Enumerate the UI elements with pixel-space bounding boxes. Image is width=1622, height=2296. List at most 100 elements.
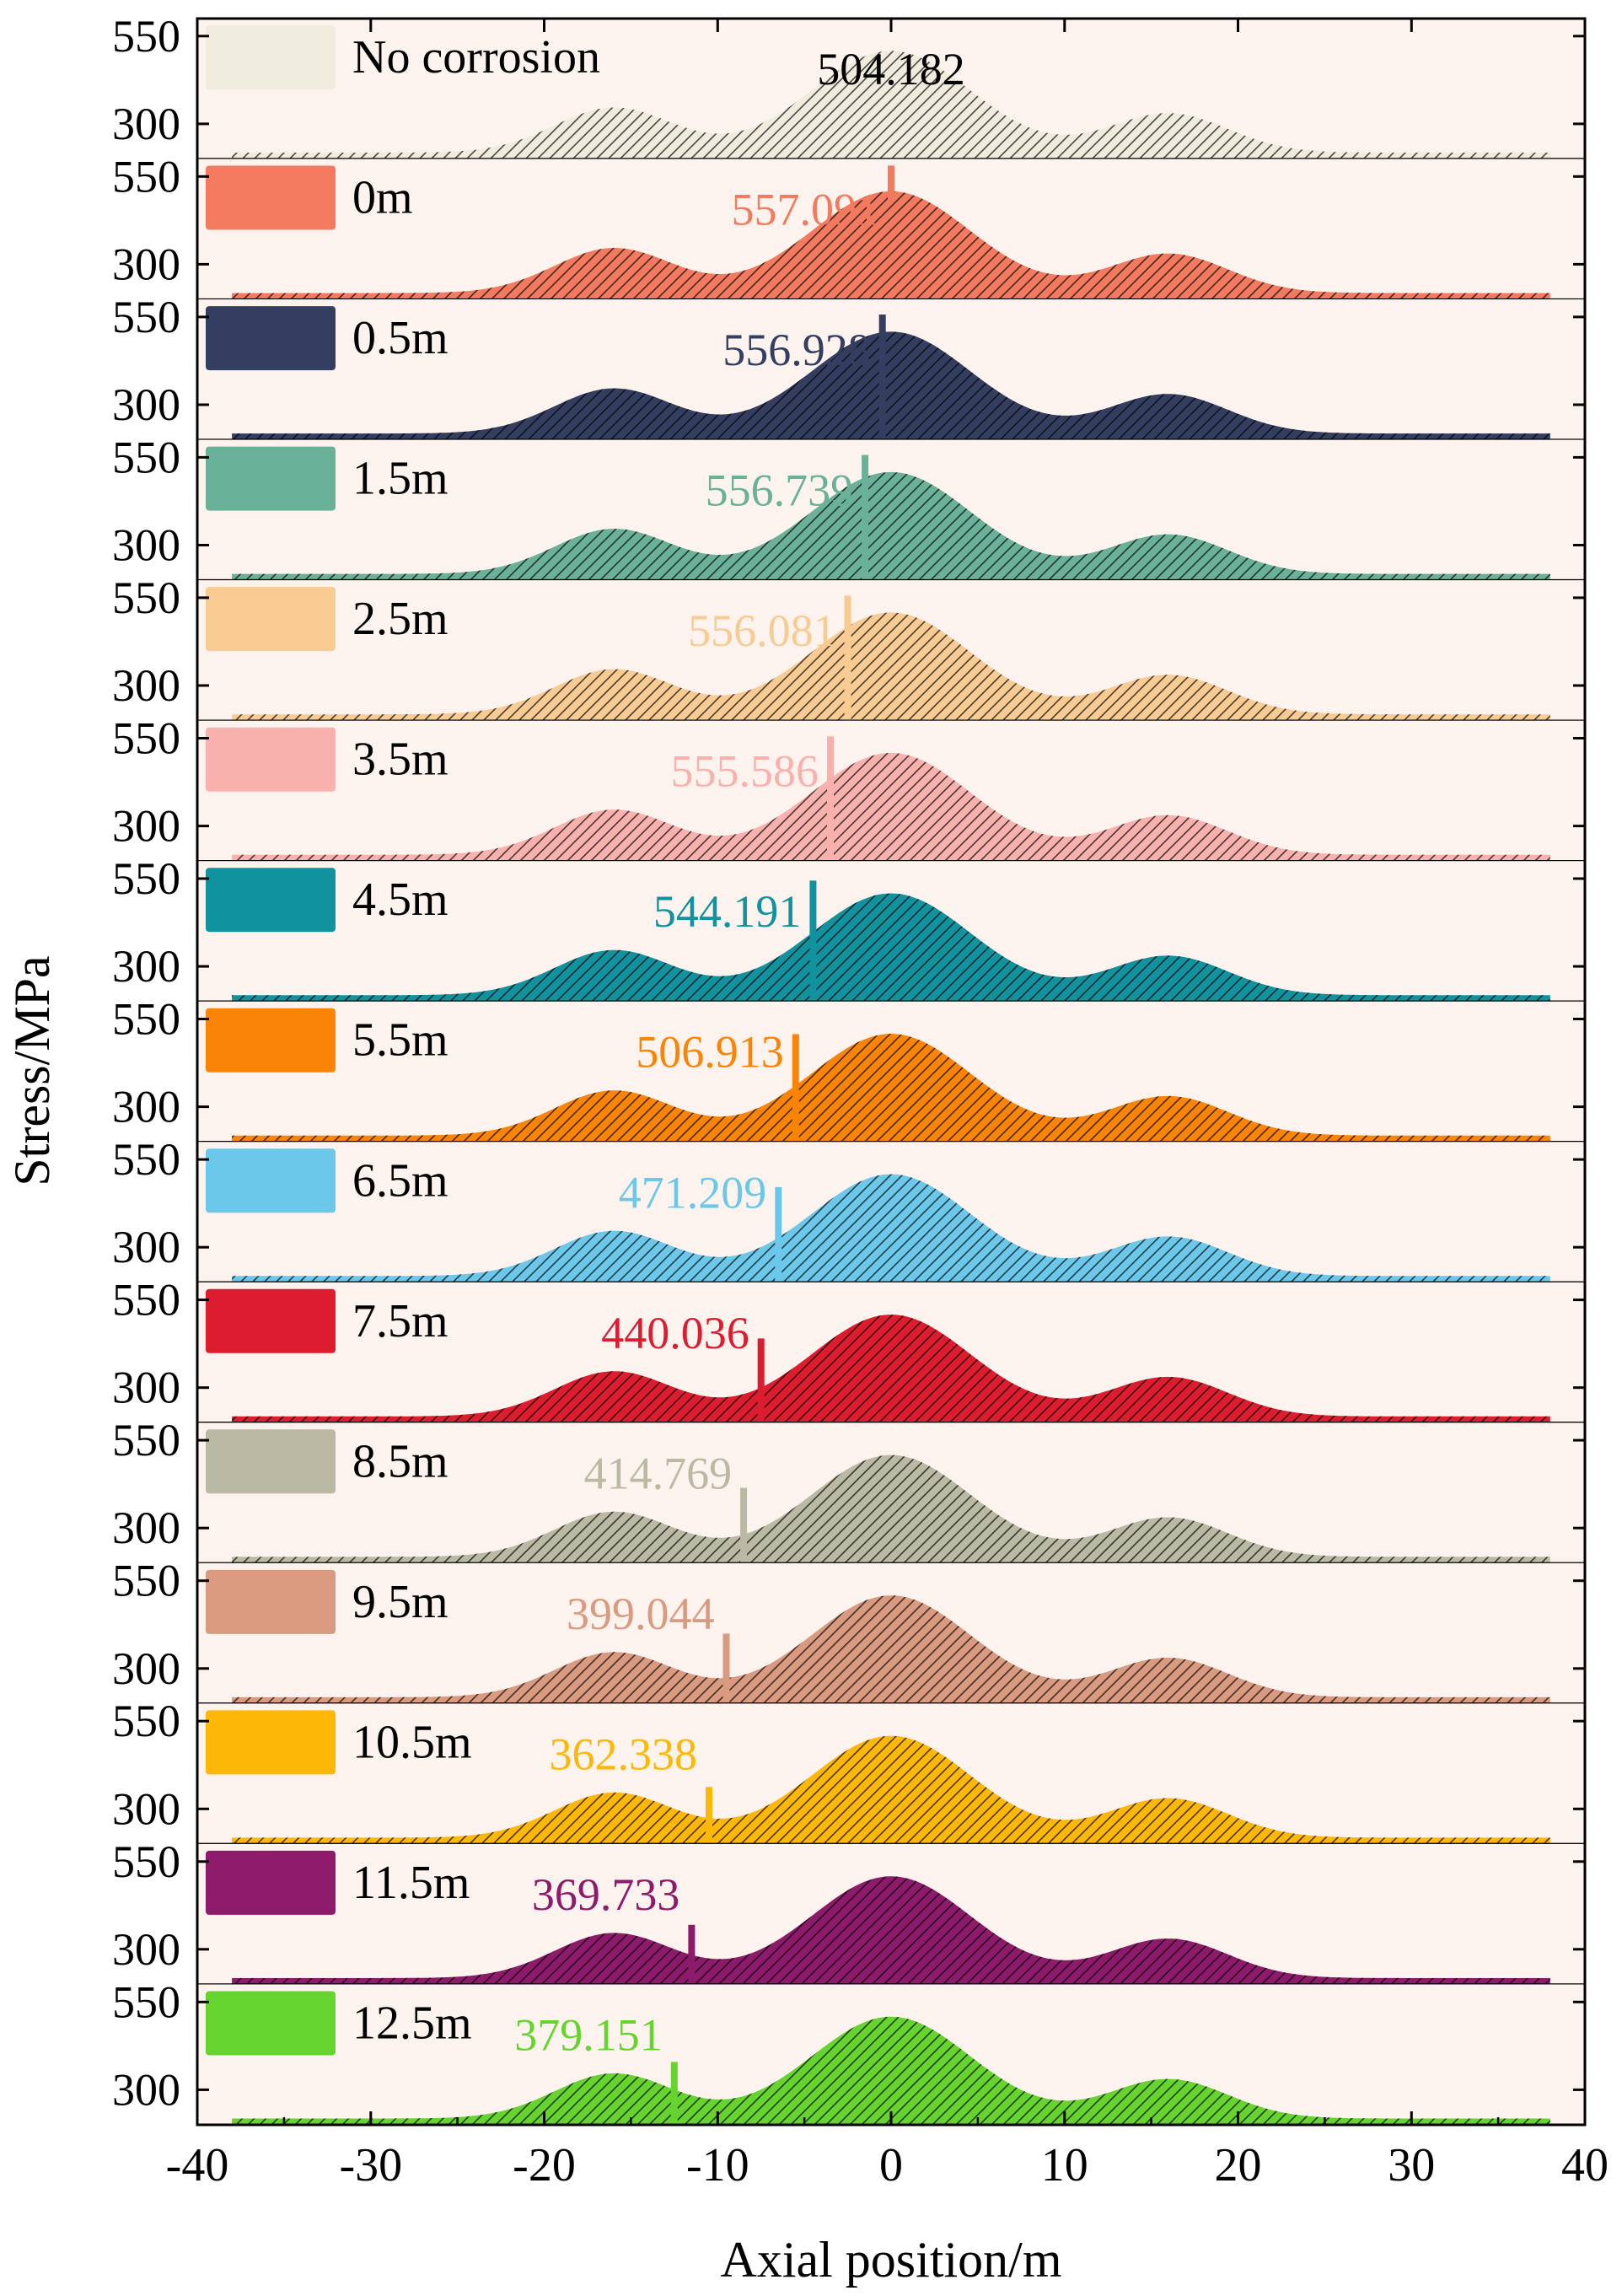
y-tick-label: 550 (112, 1275, 180, 1325)
panel-1: 557.091 0m 300 550 (112, 151, 1585, 301)
legend-swatch (206, 306, 336, 371)
y-tick-label: 550 (112, 1696, 180, 1746)
legend-swatch (206, 587, 336, 652)
peak-value-label: 544.191 (653, 886, 802, 937)
panel-6: 544.191 4.5m 300 550 (112, 853, 1585, 1003)
peak-spike (844, 595, 851, 721)
peak-spike (670, 2062, 678, 2125)
peak-value-label: 556.081 (688, 605, 836, 656)
y-tick-label: 550 (112, 1415, 180, 1465)
legend-label: 0m (352, 172, 413, 224)
peak-value-label: 440.036 (601, 1308, 749, 1358)
x-tick-label: -20 (513, 2139, 576, 2191)
stress-area-hatch (232, 893, 1550, 1002)
y-tick-label: 300 (112, 520, 180, 571)
legend-swatch (206, 1008, 336, 1073)
legend-label: 2.5m (352, 593, 448, 645)
y-tick-label: 300 (112, 239, 180, 289)
legend-swatch (206, 1710, 336, 1775)
peak-value-label: 362.338 (550, 1729, 698, 1779)
legend-label: No corrosion (352, 31, 600, 83)
legend-label: 0.5m (352, 312, 448, 364)
legend-label: 5.5m (352, 1014, 448, 1067)
y-tick-label: 550 (112, 853, 180, 904)
stress-area-hatch (232, 1174, 1550, 1282)
legend-label: 4.5m (352, 874, 448, 926)
y-tick-label: 550 (112, 432, 180, 482)
stress-area-hatch (232, 1876, 1550, 1985)
x-tick-label: 40 (1561, 2139, 1609, 2191)
y-tick-label: 550 (112, 151, 180, 202)
legend-swatch (206, 25, 336, 89)
y-tick-label: 300 (112, 941, 180, 992)
stress-area-hatch (232, 612, 1550, 721)
peak-spike (740, 1487, 748, 1563)
peak-spike (722, 1633, 730, 1704)
panel-5: 555.586 3.5m 300 550 (112, 713, 1585, 863)
peak-value-label: 504.182 (817, 44, 965, 94)
y-tick-label: 300 (112, 1363, 180, 1413)
stress-area-hatch (232, 331, 1550, 440)
peak-spike (878, 315, 886, 440)
y-tick-label: 300 (112, 1082, 180, 1132)
y-tick-label: 550 (112, 1134, 180, 1185)
y-tick-label: 300 (112, 660, 180, 711)
x-tick-label: -40 (166, 2139, 229, 2191)
legend-swatch (206, 727, 336, 792)
panel-8: 471.209 6.5m 300 550 (112, 1134, 1585, 1284)
y-tick-label: 300 (112, 1222, 180, 1272)
panel-11: 399.044 9.5m 300 550 (112, 1556, 1585, 1705)
stress-area-hatch (232, 2016, 1550, 2125)
y-tick-label: 300 (112, 1783, 180, 1834)
peak-spike (706, 1787, 712, 1844)
x-axis-label: Axial position/m (721, 2232, 1062, 2288)
stress-area-hatch (232, 1454, 1550, 1563)
peak-spike (688, 1924, 696, 1985)
legend-label: 9.5m (352, 1576, 448, 1628)
peak-spike (827, 736, 834, 862)
y-tick-label: 550 (112, 11, 180, 62)
legend-label: 6.5m (352, 1154, 448, 1207)
panel-14: 379.151 12.5m 300 550 (112, 1976, 1585, 2125)
stress-area-hatch (232, 51, 1550, 159)
x-tick-label: -10 (686, 2139, 749, 2191)
panel-12: 362.338 10.5m 300 550 (112, 1696, 1585, 1846)
x-axis: -40 -30 -20 -10 0 10 20 30 40 (166, 19, 1609, 2191)
peak-spike (809, 880, 817, 1002)
y-tick-label: 550 (112, 292, 180, 342)
y-tick-label: 300 (112, 379, 180, 430)
legend-label: 8.5m (352, 1435, 448, 1487)
panel-7: 506.913 5.5m 300 550 (112, 994, 1585, 1143)
legend-swatch (206, 446, 336, 511)
x-tick-label: 30 (1388, 2139, 1435, 2191)
legend-swatch (206, 1850, 336, 1915)
panel-4: 556.081 2.5m 300 550 (112, 573, 1585, 722)
legend-swatch (206, 1991, 336, 2056)
legend-label: 11.5m (352, 1857, 470, 1909)
peak-value-label: 471.209 (619, 1167, 767, 1218)
peak-value-label: 556.928 (722, 325, 871, 375)
legend-swatch (206, 165, 336, 230)
peak-spike (757, 1338, 765, 1423)
panel-13: 369.733 11.5m 300 550 (112, 1836, 1585, 1986)
stress-area-hatch (232, 471, 1550, 581)
x-tick-label: 20 (1215, 2139, 1262, 2191)
peak-value-label: 557.091 (732, 185, 880, 235)
legend-label: 1.5m (352, 453, 448, 505)
y-tick-label: 550 (112, 1836, 180, 1887)
y-tick-label: 550 (112, 713, 180, 764)
panel-9: 440.036 7.5m 300 550 (112, 1275, 1585, 1424)
legend-swatch (206, 1148, 336, 1213)
stress-area-hatch (232, 1315, 1550, 1423)
peak-value-label: 399.044 (567, 1589, 715, 1639)
x-tick-label: -30 (339, 2139, 402, 2191)
panel-2: 556.928 0.5m 300 550 (112, 292, 1585, 441)
peak-value-label: 555.586 (671, 746, 819, 797)
y-tick-label: 300 (112, 1643, 180, 1694)
y-tick-label: 550 (112, 994, 180, 1045)
panel-3: 556.739 1.5m 300 550 (112, 432, 1585, 582)
panel-10: 414.769 8.5m 300 550 (112, 1415, 1585, 1565)
stress-area-hatch (232, 753, 1550, 862)
legend-swatch (206, 1569, 336, 1634)
